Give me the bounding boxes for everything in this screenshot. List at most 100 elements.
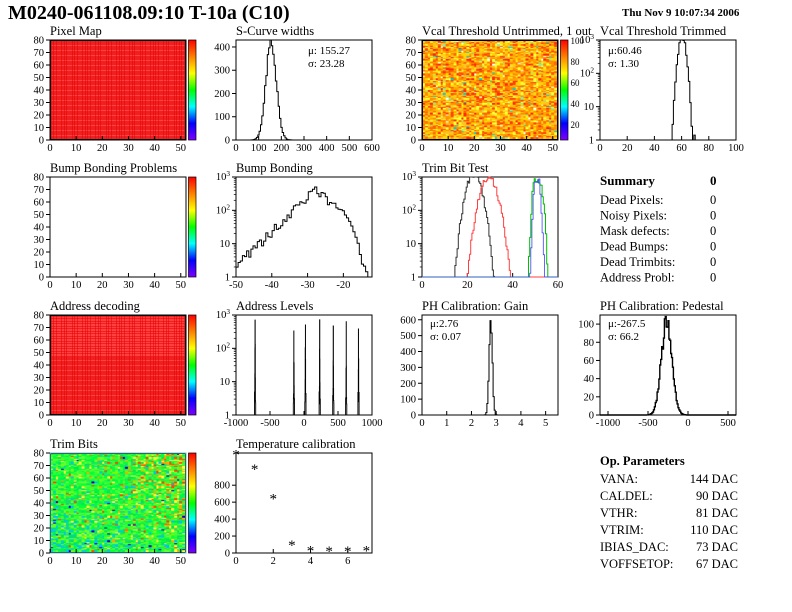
svg-text:0: 0 [301,418,306,429]
svg-text:0: 0 [39,136,44,147]
svg-text:50: 50 [176,280,187,291]
svg-text:Dead Bumps:: Dead Bumps: [600,240,668,254]
svg-text:30: 30 [34,373,45,384]
svg-text:*: * [251,462,259,478]
svg-text:80: 80 [584,338,595,349]
svg-text:300: 300 [214,66,230,77]
svg-text:103: 103 [216,169,231,184]
svg-text:40: 40 [584,374,595,385]
svg-text:*: * [344,544,352,560]
svg-text:10: 10 [34,123,45,134]
svg-text:0: 0 [710,224,716,238]
svg-text:400: 400 [214,515,230,526]
svg-text:0: 0 [47,143,52,154]
svg-text:200: 200 [400,379,416,390]
svg-text:*: * [363,543,371,559]
svg-text:400: 400 [319,143,335,154]
svg-text:30: 30 [34,235,45,246]
svg-text:50: 50 [34,73,45,84]
svg-text:20: 20 [97,418,108,429]
svg-text:PH Calibration: Gain: PH Calibration: Gain [422,299,529,313]
svg-text:500: 500 [400,331,416,342]
svg-text:0: 0 [39,273,44,284]
svg-text:0: 0 [419,418,424,429]
svg-text:40: 40 [149,418,160,429]
svg-text:0: 0 [411,136,416,147]
svg-text:40: 40 [507,280,518,291]
svg-text:Bump Bonding: Bump Bonding [236,161,313,175]
svg-text:10: 10 [34,536,45,547]
svg-text:Address Probl:: Address Probl: [600,271,675,285]
svg-text:0: 0 [597,143,602,154]
svg-text:20: 20 [34,111,45,122]
svg-text:200: 200 [214,532,230,543]
svg-text:Temperature calibration: Temperature calibration [236,437,356,451]
svg-text:50: 50 [34,486,45,497]
svg-text:Dead Pixels:: Dead Pixels: [600,193,664,207]
svg-text:400: 400 [400,347,416,358]
svg-text:40: 40 [149,556,160,567]
svg-text:0: 0 [225,549,230,560]
svg-text:*: * [325,544,333,560]
svg-text:μ:-267.5: μ:-267.5 [608,318,646,330]
svg-text:1: 1 [444,418,449,429]
svg-text:20: 20 [97,556,108,567]
svg-text:50: 50 [34,348,45,359]
svg-text:0: 0 [47,418,52,429]
svg-text:0: 0 [39,549,44,560]
svg-text:10: 10 [71,556,82,567]
svg-text:80: 80 [406,36,417,47]
svg-text:Dead Trimbits:: Dead Trimbits: [600,255,675,269]
svg-text:-40: -40 [265,280,279,291]
svg-text:600: 600 [400,315,416,326]
svg-text:1: 1 [589,136,594,147]
svg-text:μ:2.76: μ:2.76 [430,318,459,330]
svg-text:100: 100 [728,143,744,154]
svg-text:10: 10 [220,377,231,388]
svg-text:800: 800 [214,481,230,492]
svg-text:102: 102 [402,202,417,217]
svg-text:10: 10 [34,398,45,409]
svg-text:0: 0 [419,143,424,154]
svg-text:100: 100 [578,320,594,331]
svg-text:0: 0 [411,411,416,422]
svg-text:10: 10 [584,102,595,113]
svg-text:0: 0 [685,418,690,429]
svg-text:0: 0 [233,143,238,154]
svg-text:80: 80 [704,143,715,154]
svg-text:Address decoding: Address decoding [50,299,141,313]
svg-text:-20: -20 [336,280,350,291]
svg-text:10: 10 [71,280,82,291]
svg-text:102: 102 [216,202,231,217]
svg-text:-30: -30 [301,280,315,291]
svg-text:Address Levels: Address Levels [236,299,314,313]
svg-text:30: 30 [123,280,134,291]
svg-text:600: 600 [364,143,380,154]
svg-text:20: 20 [97,143,108,154]
svg-text:30: 30 [406,98,417,109]
svg-text:σ: 23.28: σ: 23.28 [308,58,345,70]
svg-text:Bump Bonding Problems: Bump Bonding Problems [50,161,177,175]
svg-text:0: 0 [710,255,716,269]
svg-text:20: 20 [622,143,633,154]
svg-text:60: 60 [553,280,564,291]
svg-text:400: 400 [214,42,230,53]
svg-text:300: 300 [400,363,416,374]
svg-text:30: 30 [34,511,45,522]
svg-text:20: 20 [462,280,473,291]
svg-text:30: 30 [123,556,134,567]
svg-text:*: * [307,544,315,560]
svg-text:50: 50 [176,418,187,429]
svg-text:S-Curve widths: S-Curve widths [236,24,314,38]
svg-text:10: 10 [220,239,231,250]
svg-text:70: 70 [34,323,45,334]
svg-text:500: 500 [720,418,736,429]
svg-text:Trim Bit Test: Trim Bit Test [422,161,489,175]
svg-text:70: 70 [34,48,45,59]
svg-text:30: 30 [34,98,45,109]
svg-text:PH Calibration: Pedestal: PH Calibration: Pedestal [600,299,724,313]
svg-text:0: 0 [419,280,424,291]
svg-text:5: 5 [543,418,548,429]
svg-text:200: 200 [214,89,230,100]
svg-text:20: 20 [469,143,480,154]
